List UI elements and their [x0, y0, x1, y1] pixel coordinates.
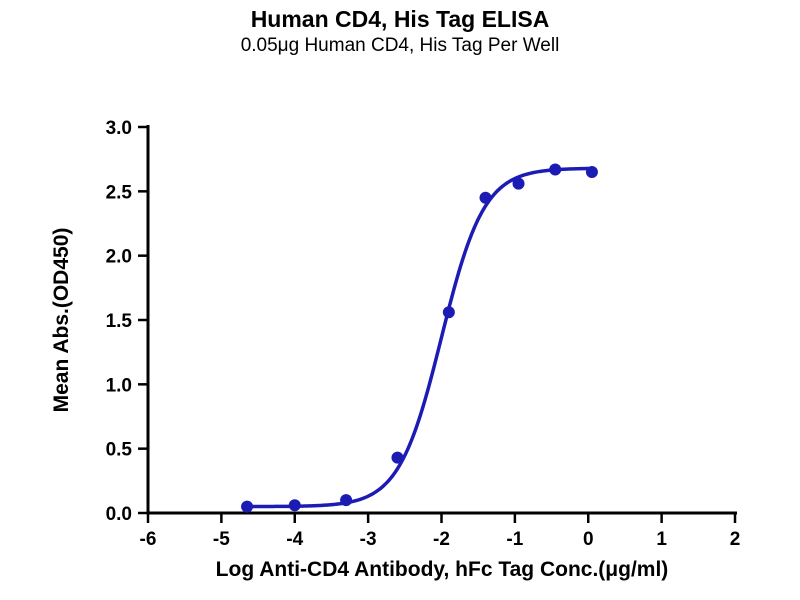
y-tick-label: 1.0: [106, 375, 132, 396]
y-tick-label: 1.5: [106, 311, 133, 332]
chart-title: Human CD4, His Tag ELISA: [250, 6, 550, 32]
data-point: [340, 494, 353, 507]
data-point: [288, 499, 301, 512]
x-tick-label: -3: [360, 529, 377, 550]
y-tick-label: 2.0: [106, 247, 132, 268]
x-tick-label: -6: [140, 529, 157, 550]
y-tick-label: 3.0: [106, 118, 132, 139]
chart-subtitle: 0.05μg Human CD4, His Tag Per Well: [240, 35, 560, 56]
x-tick-label: -5: [213, 529, 230, 550]
x-tick-label: -1: [506, 529, 523, 550]
x-tick-label: -2: [433, 529, 450, 550]
x-tick-label: 2: [730, 529, 741, 550]
data-point: [479, 191, 492, 204]
x-tick-label: -4: [286, 529, 303, 550]
data-point: [549, 163, 562, 176]
data-point: [442, 306, 455, 319]
data-point: [391, 451, 404, 464]
y-tick-label: 2.5: [106, 182, 133, 203]
x-axis-label: Log Anti-CD4 Antibody, hFc Tag Conc.(μg/…: [215, 558, 669, 581]
data-point: [241, 500, 254, 513]
y-tick-label: 0.0: [106, 504, 132, 525]
data-point: [585, 166, 598, 179]
x-tick-label: 0: [583, 529, 594, 550]
fit-curve: [245, 166, 594, 509]
data-point: [512, 177, 525, 190]
y-tick-label: 0.5: [106, 440, 133, 461]
x-tick-label: 1: [656, 529, 667, 550]
